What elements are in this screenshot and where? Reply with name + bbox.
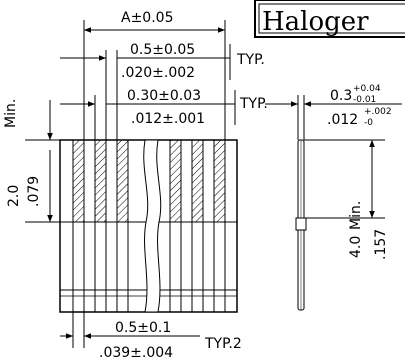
side-length-note: Min. (348, 201, 364, 230)
side-length-imperial: .157 (373, 229, 389, 260)
pitch-imperial: .020±.002 (121, 65, 195, 81)
lead (191, 139, 204, 312)
bottom-pitch-imperial: .039±.004 (99, 345, 173, 361)
thickness-metric-lower: -0.01 (353, 95, 376, 105)
lead (116, 139, 129, 312)
pitch-note: TYP. (236, 52, 265, 68)
lead (94, 139, 107, 312)
lead-side-view (295, 139, 307, 311)
bottom-pitch-dimension (60, 312, 200, 348)
min-length-metric: 2.0 (6, 185, 22, 207)
lead-width-dimension (60, 90, 236, 140)
lead (169, 139, 182, 312)
thickness-metric-base: 0.3 (330, 88, 352, 104)
min-length-note: Min. (3, 99, 19, 128)
lead (72, 139, 85, 312)
break-lines (143, 139, 162, 313)
thickness-dimension (265, 95, 402, 140)
lead-width-imperial: .012±.001 (131, 111, 205, 127)
bottom-pitch-note: TYP.2 (204, 336, 242, 352)
side-length-dimension (304, 139, 385, 219)
lead-array (72, 139, 226, 312)
min-length-dimension (25, 100, 60, 223)
stamp-box: Haloger (254, 0, 405, 38)
lead-width-note: TYP. (239, 96, 268, 112)
thickness-metric-upper: +0.04 (353, 84, 381, 94)
thickness-imperial-lower: -0 (364, 118, 373, 128)
stamp-text: Haloger (262, 7, 369, 37)
side-length-metric: 4.0 (348, 236, 364, 258)
lead-width-metric: 0.30±0.03 (127, 88, 201, 104)
bottom-pitch-metric: 0.5±0.1 (115, 320, 171, 336)
overall-width-label: A±0.05 (121, 10, 173, 26)
thickness-imperial-upper: +.002 (364, 107, 392, 117)
lead (213, 139, 226, 312)
overall-width-dimension (83, 20, 226, 140)
thickness-imperial-base: .012 (327, 112, 358, 128)
min-length-imperial: .079 (26, 176, 42, 207)
pitch-metric: 0.5±0.05 (130, 42, 195, 58)
